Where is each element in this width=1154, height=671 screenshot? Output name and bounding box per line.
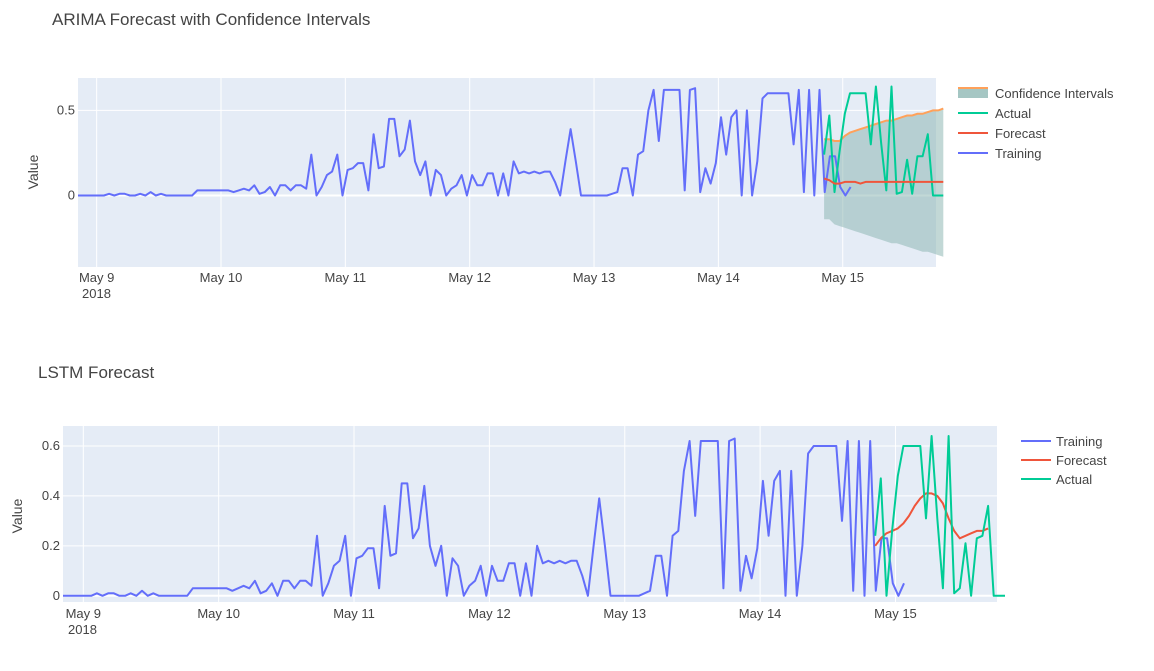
arima-chart-title: ARIMA Forecast with Confidence Intervals <box>52 10 370 29</box>
lstm-x-year-label: 2018 <box>68 622 97 637</box>
actual-series-line <box>823 85 944 197</box>
legend-label-forecast: Forecast <box>1056 453 1107 468</box>
legend-label-actual: Actual <box>995 106 1031 121</box>
x-tick-label: May 10 <box>197 606 240 621</box>
legend-label-training: Training <box>995 146 1041 161</box>
legend-label-confidence-intervals: Confidence Intervals <box>995 86 1114 101</box>
x-tick-label: May 15 <box>874 606 917 621</box>
legend-item-training[interactable]: Training <box>1021 434 1102 449</box>
confidence-upper-line <box>824 107 944 142</box>
confidence-band-swatch <box>958 88 988 98</box>
x-tick-label: May 11 <box>325 270 367 285</box>
legend-item-forecast[interactable]: Forecast <box>1021 453 1107 468</box>
lstm-chart: LSTM Forecast 00.20.40.6 May 9 May 10 May … <box>9 363 1107 637</box>
x-tick-label: May 10 <box>200 270 243 285</box>
arima-traces <box>78 85 944 257</box>
x-tick-label: May 13 <box>603 606 646 621</box>
y-tick-label: 0.2 <box>42 538 60 553</box>
x-tick-label: May 15 <box>821 270 864 285</box>
legend-item-forecast[interactable]: Forecast <box>958 126 1046 141</box>
legend-item-actual[interactable]: Actual <box>958 106 1031 121</box>
lstm-y-tick-labels: 0 0.2 0.4 0.6 <box>42 438 60 603</box>
training-series-line <box>78 87 852 197</box>
y-tick-label: 0 <box>68 187 75 202</box>
x-tick-label: May 14 <box>697 270 740 285</box>
legend-label-training: Training <box>1056 434 1102 449</box>
y-tick-label: 0 <box>53 588 60 603</box>
arima-y-tick-labels: 00.5 <box>57 102 75 202</box>
legend-item-training[interactable]: Training <box>958 146 1041 161</box>
arima-x-year-label: 2018 <box>82 286 111 301</box>
x-tick-label: May 12 <box>468 606 511 621</box>
forecast-series-line <box>823 177 944 185</box>
x-tick-label: May 9 <box>79 270 114 285</box>
arima-gridlines <box>78 78 936 267</box>
legend-item-actual[interactable]: Actual <box>1021 472 1092 487</box>
legend-label-actual: Actual <box>1056 472 1092 487</box>
lstm-chart-title: LSTM Forecast <box>38 363 154 382</box>
forecast-series-line <box>874 492 989 547</box>
x-tick-label: May 12 <box>448 270 491 285</box>
training-series-line <box>63 437 905 597</box>
y-tick-label: 0.6 <box>42 438 60 453</box>
x-tick-label: May 11 <box>333 606 375 621</box>
lstm-y-axis-title: Value <box>9 498 25 533</box>
legend-item-confidence-intervals[interactable]: Confidence Intervals <box>958 86 1114 101</box>
x-tick-label: May 13 <box>573 270 616 285</box>
arima-chart: ARIMA Forecast with Confidence Intervals… <box>25 10 1114 301</box>
y-tick-label: 0.4 <box>42 488 60 503</box>
x-tick-label: May 14 <box>739 606 782 621</box>
x-tick-label: May 9 <box>66 606 101 621</box>
lstm-traces <box>63 435 1005 597</box>
y-tick-label: 0.5 <box>57 102 75 117</box>
arima-x-tick-labels: May 9 May 10 May 11 May 12 May 13 May 14 May 1… <box>79 270 864 285</box>
lstm-x-tick-labels: May 9 May 10 May 11 May 12 May 13 May 14 May 1… <box>66 606 917 621</box>
actual-series-line <box>874 435 1005 597</box>
lstm-legend[interactable]: Training Forecast Actual <box>1021 434 1107 487</box>
arima-legend[interactable]: Confidence Intervals Actual Forecast Tra… <box>958 86 1114 161</box>
legend-label-forecast: Forecast <box>995 126 1046 141</box>
arima-y-axis-title: Value <box>25 154 41 189</box>
